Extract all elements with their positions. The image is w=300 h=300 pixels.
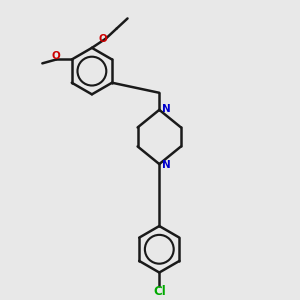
Text: N: N [162, 160, 171, 170]
Text: O: O [52, 51, 61, 62]
Text: Cl: Cl [153, 285, 166, 298]
Text: O: O [98, 34, 107, 44]
Text: N: N [162, 104, 171, 114]
